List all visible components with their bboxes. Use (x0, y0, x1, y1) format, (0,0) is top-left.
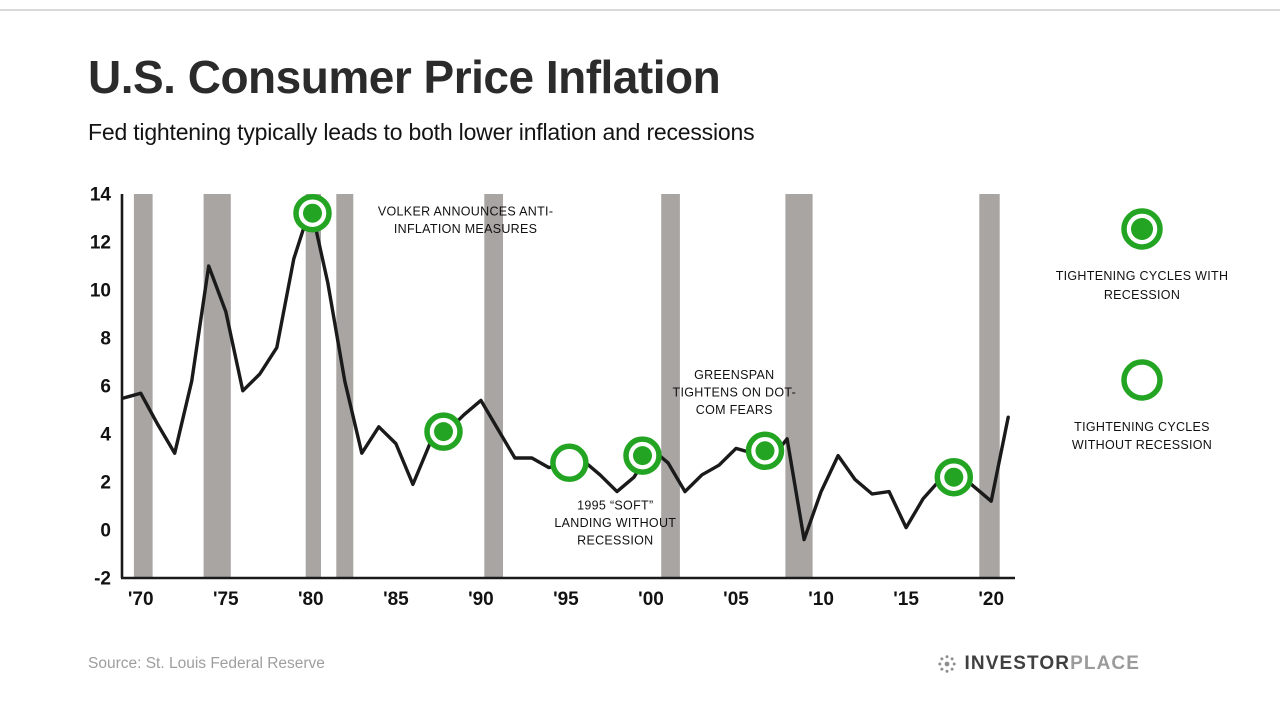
investorplace-burst-icon (937, 655, 956, 673)
legend-label-without-recession: TIGHTENING CYCLES WITHOUT RECESSION (1071, 419, 1213, 453)
y-tick-label: -2 (94, 569, 111, 590)
tightening-marker-with-recession (745, 431, 785, 471)
x-tick-label: '80 (298, 589, 324, 610)
x-tick-label: '85 (383, 589, 409, 610)
x-tick-label: '05 (723, 589, 749, 610)
page-title: U.S. Consumer Price Inflation (88, 51, 721, 103)
x-tick-label: '10 (808, 589, 834, 610)
y-tick-label: 6 (100, 377, 111, 398)
legend-item-with-recession: TIGHTENING CYCLES WITH RECESSION (1056, 206, 1229, 305)
x-tick-label: '00 (638, 589, 664, 610)
tightening-marker-with-recession (623, 436, 662, 475)
filled-circle-icon (1121, 208, 1163, 250)
legend-label-with-recession: TIGHTENING CYCLES WITH RECESSION (1055, 269, 1229, 302)
x-tick-label: '75 (213, 589, 239, 610)
hollow-circle-icon (1121, 358, 1163, 401)
y-tick-label: 10 (90, 281, 111, 302)
tightening-marker-with-recession (293, 193, 332, 233)
recession-band (133, 194, 153, 578)
logo-text-primary: INVESTOR (964, 653, 1071, 674)
chart-annotation: VOLKER ANNOUNCES ANTI-INFLATION MEASURES (378, 205, 553, 237)
inflation-line (122, 204, 1010, 542)
recession-band (661, 194, 680, 578)
recession-band (203, 194, 231, 578)
top-divider (0, 9, 1280, 11)
chart-legend: TIGHTENING CYCLES WITH RECESSION TIGHTEN… (1038, 206, 1246, 455)
x-tick-label: '95 (553, 589, 579, 610)
y-tick-label: 0 (100, 521, 111, 542)
y-tick-label: 14 (90, 185, 112, 206)
chart-annotation: 1995 “SOFT” LANDING WITHOUT RECESSION (554, 499, 676, 548)
y-tick-label: 4 (100, 425, 111, 446)
x-tick-label: '70 (128, 589, 154, 610)
tightening-marker-with-recession (934, 457, 974, 497)
y-tick-label: 12 (90, 233, 111, 254)
recession-band (305, 194, 321, 578)
tightening-marker-with-recession (424, 412, 463, 451)
tightening-marker-without-recession (550, 443, 589, 483)
x-tick-label: '90 (468, 589, 494, 610)
x-tick-label: '20 (978, 589, 1004, 610)
y-tick-label: 2 (100, 473, 111, 494)
recession-band (484, 194, 503, 578)
recession-band (979, 194, 1000, 578)
source-note: Source: St. Louis Federal Reserve (88, 655, 325, 672)
investorplace-logo: INVESTORPLACE (936, 653, 1141, 675)
logo-text-secondary: PLACE (1070, 653, 1140, 674)
page-subtitle: Fed tightening typically leads to both l… (88, 119, 755, 145)
chart-annotation: GREENSPAN TIGHTENS ON DOT-COM FEARS (673, 368, 797, 417)
legend-item-without-recession: TIGHTENING CYCLES WITHOUT RECESSION (1072, 357, 1212, 456)
y-tick-label: 8 (100, 329, 111, 350)
x-tick-label: '15 (893, 589, 919, 610)
inflation-chart: 14 12 10 8 6 4 2 0 -2 '70 '75 '80 '85 '90 '95 '00 '05 '10… (90, 185, 1015, 610)
